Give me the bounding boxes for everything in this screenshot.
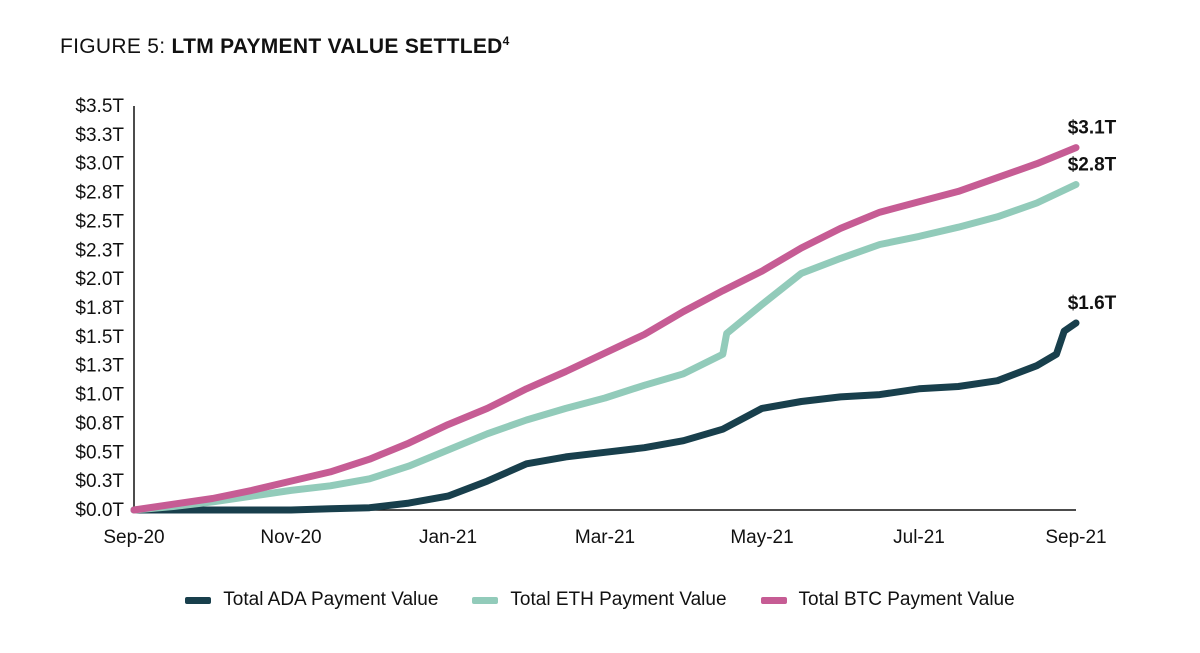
y-tick-label: $3.3T [75,125,124,146]
y-tick-label: $1.0T [75,385,124,406]
legend-label-ada: Total ADA Payment Value [223,589,439,610]
x-tick-label: May-21 [730,527,793,548]
y-tick-label: $2.3T [75,240,124,261]
y-tick-label: $3.5T [75,96,124,117]
legend-item-btc: Total BTC Payment Value [760,589,1015,611]
chart-legend: Total ADA Payment Value Total ETH Paymen… [0,589,1200,611]
x-tick-label: Jul-21 [893,527,945,548]
end-label-btc: $3.1T [1068,118,1117,139]
legend-label-btc: Total BTC Payment Value [798,589,1015,610]
y-axis-tick-labels: $0.0T $0.3T $0.5T $0.8T $1.0T $1.3T $1.5T $1.8T… [75,96,124,521]
legend-swatch-btc [760,596,787,604]
figure-main-title: LTM PAYMENT VALUE SETTLED [171,35,503,58]
y-tick-label: $1.5T [75,327,124,348]
line-chart: $0.0T $0.3T $0.5T $0.8T $1.0T $1.3T $1.5T $1.8T… [75,96,1117,548]
series-line-btc [130,144,1080,514]
legend-item-ada: Total ADA Payment Value [185,589,438,611]
legend-label-eth: Total ETH Payment Value [510,589,727,610]
x-tick-label: Sep-21 [1045,527,1106,548]
figure-title: FIGURE 5: LTM PAYMENT VALUE SETTLED4 [60,34,510,59]
x-axis-tick-labels: Sep-20 Nov-20 Jan-21 Mar-21 May-21 Jul-21 Sep-… [103,527,1106,548]
y-tick-label: $1.3T [75,356,124,377]
series-lines [130,144,1080,514]
series-line-ada [130,319,1080,514]
y-tick-label: $2.5T [75,211,124,232]
y-tick-label: $0.0T [75,500,124,521]
y-tick-label: $2.8T [75,183,124,204]
y-tick-label: $0.3T [75,471,124,492]
series-line-eth [130,181,1080,514]
series-end-labels: $1.6T $2.8T $3.1T [1068,118,1117,314]
y-tick-label: $3.0T [75,154,124,175]
y-tick-label: $0.5T [75,442,124,463]
x-tick-label: Nov-20 [260,527,321,548]
y-tick-label: $0.8T [75,413,124,434]
y-tick-label: $2.0T [75,269,124,290]
figure-footnote-marker: 4 [502,34,510,48]
legend-item-eth: Total ETH Payment Value [472,589,727,611]
legend-swatch-ada [185,596,212,604]
end-label-eth: $2.8T [1068,154,1117,175]
end-label-ada: $1.6T [1068,293,1117,314]
figure-prefix: FIGURE 5: [60,35,172,58]
y-tick-label: $1.8T [75,298,124,319]
x-tick-label: Jan-21 [419,527,477,548]
x-tick-label: Mar-21 [575,527,635,548]
x-tick-label: Sep-20 [103,527,164,548]
legend-swatch-eth [472,596,499,604]
